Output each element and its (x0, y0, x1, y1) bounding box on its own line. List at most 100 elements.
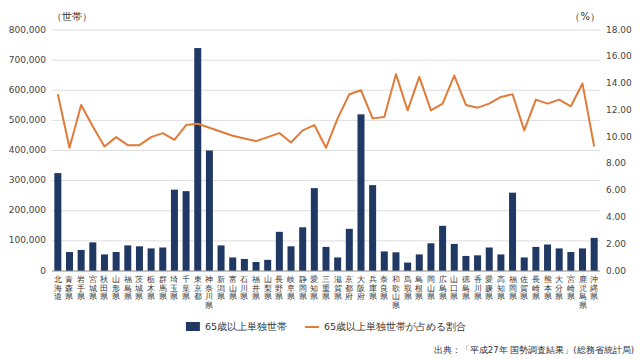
x-tick-char: 県 (380, 292, 388, 301)
x-tick-char: 県 (450, 292, 458, 301)
y2-tick-label: 10.00 (606, 132, 632, 142)
y2-tick-label: 2.00 (606, 239, 626, 249)
x-tick-char: 県 (287, 292, 295, 301)
bar (206, 151, 213, 272)
x-tick-label: 岡山県 (427, 275, 435, 301)
x-tick-label: 岩手県 (77, 275, 85, 301)
bar (241, 259, 248, 271)
y2-tick-label: 4.00 (606, 212, 626, 222)
x-tick-label: 広島県 (439, 275, 447, 301)
bar (579, 248, 586, 271)
bar (218, 245, 225, 271)
bar (591, 238, 598, 271)
x-tick-label: 秋田県 (100, 275, 108, 301)
x-tick-char: 県 (509, 292, 517, 301)
x-tick-char: 県 (579, 301, 587, 310)
y2-tick-label: 14.00 (606, 78, 632, 88)
bar (159, 248, 166, 271)
grid-line (52, 90, 600, 91)
bar (346, 229, 353, 271)
bar (392, 252, 399, 271)
grid (52, 30, 600, 271)
x-tick-char: 県 (520, 292, 528, 301)
x-tick-char: 県 (240, 292, 248, 301)
bar (323, 247, 330, 271)
x-tick-label: 佐賀県 (520, 275, 528, 301)
x-tick-char: 県 (135, 292, 143, 301)
x-tick-label: 香川県 (474, 275, 482, 301)
x-tick-label: 愛知県 (310, 275, 318, 301)
x-tick-label: 長崎県 (532, 275, 540, 301)
y-tick-label: 200,000 (9, 205, 46, 215)
x-tick-char: 県 (170, 292, 178, 301)
x-tick-char: 県 (590, 292, 598, 301)
y-tick-label: 300,000 (9, 175, 46, 185)
y2-axis-title: （%） (570, 11, 600, 22)
x-tick-char: 県 (497, 292, 505, 301)
x-tick-label: 和歌山県 (392, 275, 400, 310)
x-tick-char: 県 (112, 292, 120, 301)
y-axis-title: （世帯） (52, 11, 92, 22)
grid-line (52, 60, 600, 61)
x-tick-char: 県 (462, 292, 470, 301)
legend-label: 65歳以上単独世帯が占める割合 (324, 321, 466, 332)
x-tick-label: 大阪府 (357, 275, 365, 301)
grid-line (52, 210, 600, 211)
grid-line (52, 271, 600, 272)
x-tick-label: 福島県 (124, 275, 132, 301)
x-tick-char: 県 (275, 292, 283, 301)
y-tick-label: 400,000 (9, 145, 46, 155)
x-tick-label: 富山県 (229, 275, 237, 301)
bar (101, 254, 108, 271)
x-tick-label: 新潟県 (217, 275, 225, 301)
x-tick-char: 都 (194, 292, 202, 301)
x-tick-label: 東京都 (194, 275, 202, 301)
x-tick-char: 県 (392, 301, 400, 310)
bar (334, 257, 341, 271)
x-tick-label: 青森県 (65, 275, 73, 301)
bar (66, 252, 73, 271)
bar (369, 185, 376, 271)
grid-line (52, 150, 600, 151)
bar (486, 248, 493, 271)
x-tick-char: 県 (182, 292, 190, 301)
x-tick-char: 県 (322, 292, 330, 301)
background (0, 0, 640, 359)
x-tick-label: 北海道 (54, 275, 62, 301)
bar (194, 48, 201, 271)
x-tick-label: 島根県 (415, 275, 423, 301)
bar (556, 248, 563, 271)
x-tick-label: 栃木県 (147, 275, 155, 301)
x-tick-char: 県 (567, 292, 575, 301)
source-note: 出典：「平成27年 国勢調査結果」(総務省統計局) (434, 345, 634, 355)
x-tick-label: 静岡県 (299, 275, 307, 301)
x-tick-char: 県 (252, 292, 260, 301)
x-tick-char: 県 (147, 292, 155, 301)
x-tick-label: 高知県 (497, 275, 505, 301)
bar (171, 190, 178, 271)
y-tick-label: 500,000 (9, 115, 46, 125)
x-tick-label: 兵庫県 (369, 275, 377, 301)
x-tick-label: 宮城県 (88, 275, 97, 301)
x-tick-char: 県 (369, 292, 377, 301)
bar (183, 191, 190, 271)
x-tick-char: 府 (357, 292, 365, 301)
x-tick-char: 県 (555, 292, 563, 301)
bar (521, 257, 528, 271)
x-tick-char: 県 (485, 292, 493, 301)
bar (544, 244, 551, 271)
x-tick-label: 滋賀県 (334, 275, 342, 301)
x-tick-label: 埼玉県 (169, 275, 178, 301)
bar (299, 227, 306, 271)
x-tick-char: 県 (404, 292, 412, 301)
bar (54, 173, 61, 271)
y-axis-right: 0.002.004.006.008.0010.0012.0014.0016.00… (606, 25, 632, 276)
x-tick-char: 県 (415, 292, 423, 301)
bar (229, 257, 236, 271)
x-tick-char: 県 (474, 292, 482, 301)
bar (474, 255, 481, 271)
bar-series (54, 48, 597, 271)
x-tick-label: 徳島県 (462, 275, 470, 301)
bar (509, 193, 516, 271)
x-tick-char: 県 (65, 292, 73, 301)
